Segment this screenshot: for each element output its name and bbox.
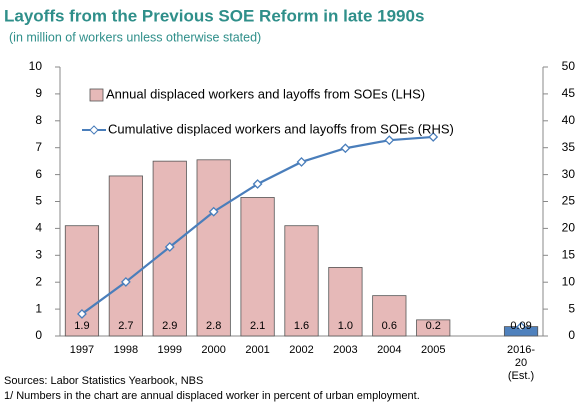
bar (416, 319, 451, 337)
x-tick-label: 1997 (69, 344, 95, 356)
x-tick-label-box: 1998 (113, 344, 139, 356)
y2-tick-label: 35 (562, 140, 576, 154)
bar-label: 2.1 (250, 320, 265, 332)
legend-label: Cumulative displaced workers and layoffs… (108, 121, 454, 136)
legend-swatch (89, 88, 104, 102)
line-marker (120, 277, 131, 287)
y2-tick-label: 5 (568, 301, 575, 315)
line-marker (340, 143, 351, 154)
line-marker (296, 157, 307, 167)
x-tick-label-box: 2000 (201, 344, 226, 356)
line-marker (208, 206, 219, 217)
y-tick-label: 6 (35, 167, 42, 181)
y2-tick-label: 25 (562, 194, 576, 208)
line-marker (252, 179, 263, 189)
line-marker (428, 132, 439, 142)
x-tick-label: 2002 (289, 344, 314, 356)
line-marker (516, 321, 526, 332)
line-marker (384, 135, 395, 146)
line-marker (164, 242, 175, 252)
y-tick-label: 0 (35, 328, 42, 342)
bar-label: 0.6 (382, 320, 397, 332)
y2-tick-label: 0 (568, 328, 575, 342)
x-tick-label-box: 2016-20 (Est.) (506, 344, 536, 382)
bar-label: 0.2 (426, 320, 441, 332)
bar (196, 159, 231, 337)
bar-label: 2.7 (118, 320, 133, 332)
y-tick-label: 3 (35, 247, 42, 261)
x-tick-label: 2016-20 (Est.) (506, 344, 536, 382)
y2-tick-label: 45 (562, 86, 576, 100)
bar (284, 225, 319, 337)
line-marker (77, 309, 87, 319)
x-tick-label-box: 2004 (377, 344, 402, 356)
y2-tick-label: 40 (562, 113, 576, 127)
x-tick-label-box: 2003 (333, 344, 358, 356)
y2-tick-label: 30 (562, 167, 576, 181)
chart-title: Layoffs from the Previous SOE Reform in … (4, 6, 424, 25)
bar-label: 2.8 (206, 320, 221, 332)
x-tick-label-box: 1997 (69, 344, 95, 356)
y-tick-label: 4 (35, 221, 42, 235)
legend-label: Annual displaced workers and layoffs fro… (106, 86, 425, 101)
source-note: Sources: Labor Statistics Yearbook, NBS (4, 375, 203, 387)
y-tick-label: 7 (35, 140, 42, 154)
bar (372, 295, 407, 337)
x-tick-label: 1998 (113, 344, 139, 356)
x-tick-label-box: 2005 (420, 344, 446, 356)
bar-label: 0.09 (510, 320, 531, 332)
x-tick-label: 2005 (420, 344, 446, 356)
y-tick-label: 9 (35, 86, 42, 100)
bar (328, 267, 363, 337)
bar-label: 2.9 (162, 320, 177, 332)
x-tick-label: 1999 (157, 344, 182, 356)
bar-label: 1.9 (74, 320, 89, 332)
bar-label: 1.0 (338, 320, 353, 332)
x-tick-label: 2004 (377, 344, 402, 356)
bar (240, 197, 275, 337)
y-tick-label: 1 (35, 301, 42, 315)
y2-tick-label: 10 (562, 274, 576, 288)
x-tick-label-box: 2002 (289, 344, 314, 356)
legend-swatch (89, 125, 99, 135)
y2-tick-label: 20 (562, 221, 576, 235)
bar-label: 1.6 (294, 320, 309, 332)
x-tick-label: 2003 (333, 344, 358, 356)
x-tick-label-box: 2001 (245, 344, 270, 356)
x-tick-label-box: 1999 (157, 344, 182, 356)
footnote: 1/ Numbers in the chart are annual displ… (4, 390, 420, 402)
y-tick-label: 2 (35, 274, 42, 288)
x-tick-label: 2000 (201, 344, 226, 356)
bar (108, 175, 143, 337)
y2-tick-label: 15 (562, 247, 576, 261)
chart-subtitle: (in million of workers unless otherwise … (9, 30, 261, 44)
y-tick-label: 8 (35, 113, 42, 127)
y2-tick-label: 50 (562, 59, 576, 73)
y-tick-label: 10 (29, 59, 43, 73)
y-tick-label: 5 (35, 194, 42, 208)
x-tick-label: 2001 (245, 344, 270, 356)
